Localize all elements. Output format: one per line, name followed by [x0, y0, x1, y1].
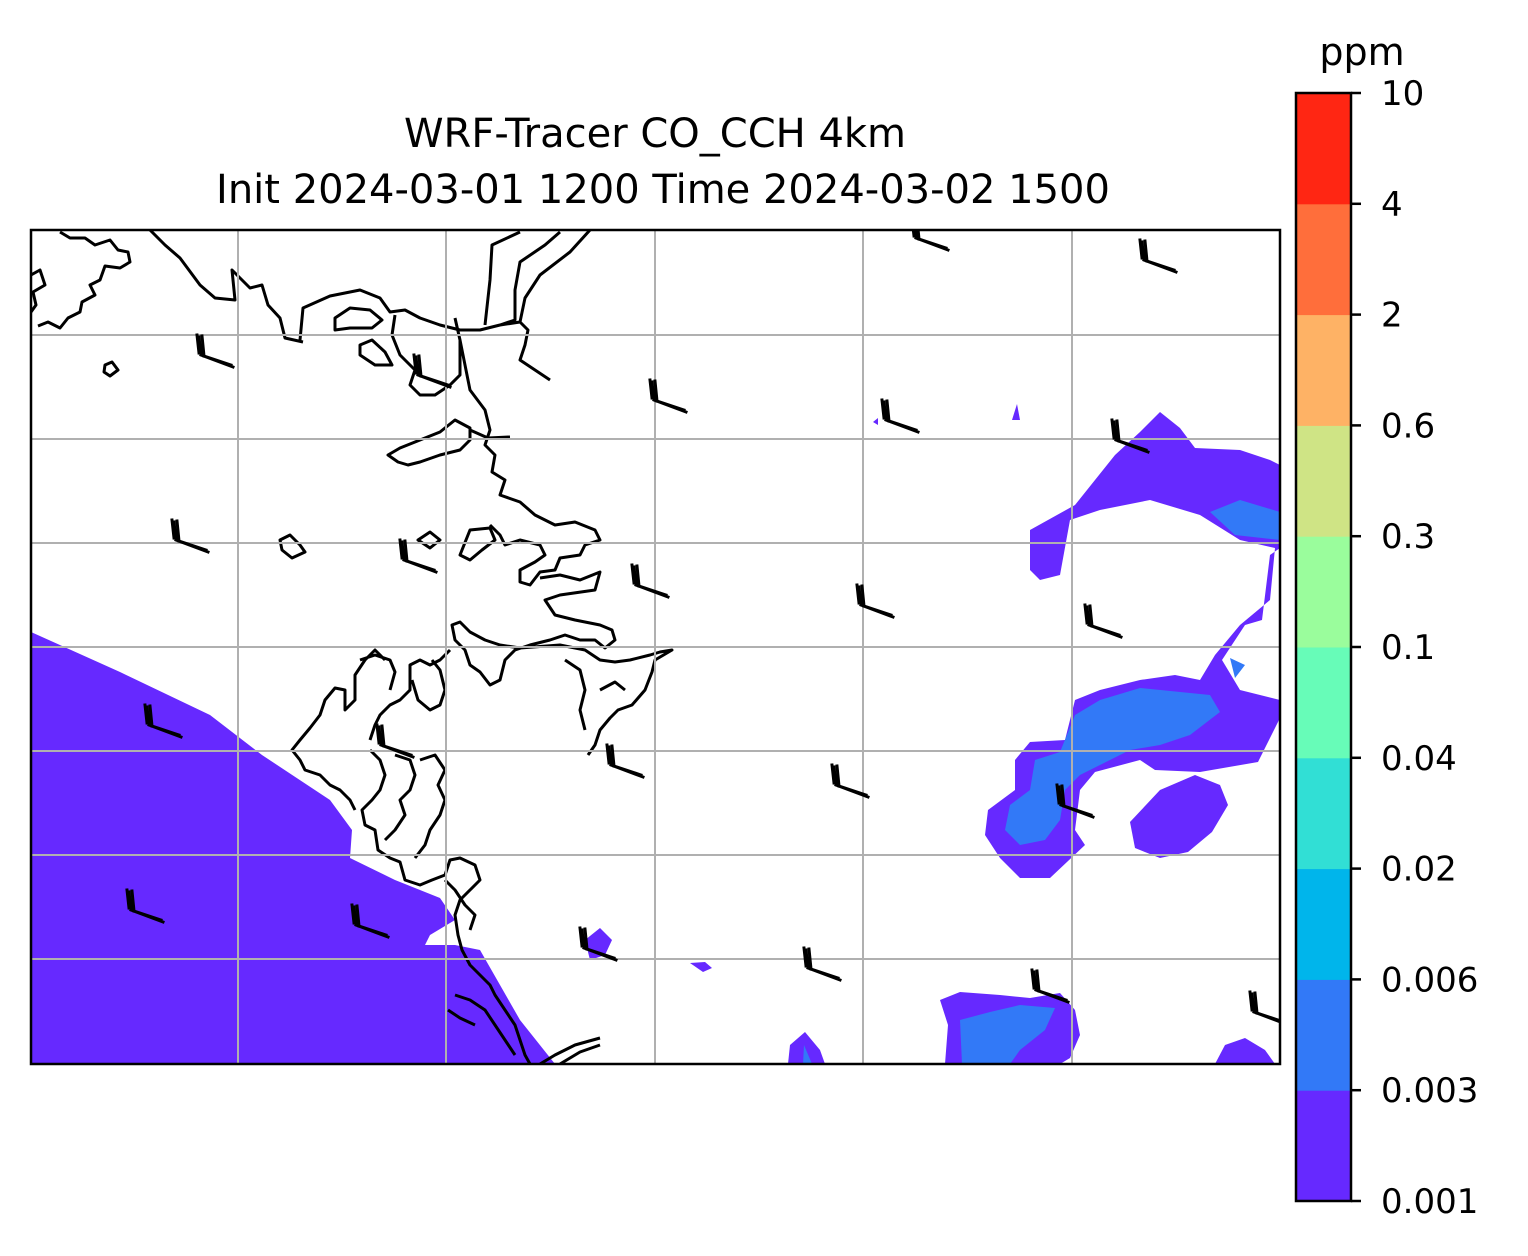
plume-small-2 [690, 962, 712, 972]
wind-barb [412, 353, 452, 389]
tracer-field [31, 404, 1280, 1064]
plume-small-5 [873, 418, 878, 425]
coastline-central-river [386, 314, 602, 587]
colorbar-swatch [1296, 425, 1351, 537]
wind-barb [1110, 418, 1150, 454]
colorbar-swatch [1296, 647, 1351, 759]
gridlines [31, 230, 1280, 1064]
colorbar-swatch [1296, 1090, 1351, 1202]
colorbar-swatch [1296, 979, 1351, 1091]
wind-barb [648, 378, 688, 414]
wind-barb [1030, 968, 1070, 1004]
wind-barbs [125, 230, 1280, 1024]
wind-barb [398, 538, 438, 574]
colorbar-tick-label: 0.6 [1381, 406, 1435, 446]
wind-barb [880, 398, 920, 434]
colorbar-swatch [1296, 203, 1351, 316]
plume-small-4 [1012, 404, 1020, 420]
colorbar-swatch [1296, 93, 1351, 205]
wind-barb [630, 563, 670, 599]
plume-southeast-blob [1215, 1038, 1275, 1064]
wind-barb [195, 333, 235, 369]
wind-barb [605, 743, 645, 779]
wind-barb [170, 518, 210, 554]
map-panel [29, 228, 1282, 1066]
wind-barb [802, 946, 842, 982]
colorbar-swatch [1296, 868, 1351, 980]
plume-south-core [960, 1005, 1055, 1064]
colorbar-unit-label: ppm [1319, 30, 1404, 74]
wind-barb [1055, 783, 1095, 819]
coastline-central-islands [102, 360, 497, 562]
colorbar: 0.001 0.003 0.006 0.02 0.04 0.1 0.3 0.6 2 4 10 ppm [1294, 30, 1478, 1222]
coastlines [31, 230, 674, 1064]
plume-east-blob [1130, 775, 1228, 858]
plume-east-core [1005, 688, 1220, 845]
colorbar-swatch [1296, 314, 1351, 426]
colorbar-swatch [1296, 757, 1351, 870]
colorbar-tick-label: 0.1 [1381, 628, 1435, 668]
colorbar-tick-label: 4 [1381, 185, 1403, 225]
wind-barb [375, 723, 415, 759]
wind-barb [911, 230, 950, 252]
colorbar-tick-label: 10 [1381, 74, 1424, 114]
plume-small-3-core [803, 1045, 812, 1064]
coastline-north-3 [333, 306, 394, 367]
title-line-2: Init 2024-03-01 1200 Time 2024-03-02 150… [216, 167, 1110, 213]
colorbar-swatch [1296, 536, 1351, 648]
wind-barb [830, 763, 870, 799]
colorbar-tick-label: 2 [1381, 296, 1403, 336]
colorbar-ticks: 0.001 0.003 0.006 0.02 0.04 0.1 0.3 0.6 2 4 10 [1351, 74, 1478, 1222]
wind-barb [578, 926, 618, 962]
wind-barb [1138, 238, 1178, 274]
colorbar-tick-label: 0.003 [1381, 1071, 1478, 1111]
plume-northeast-core [1210, 500, 1280, 540]
colorbar-swatches [1296, 93, 1351, 1202]
wind-barb [143, 703, 183, 739]
colorbar-tick-label: 0.001 [1381, 1182, 1478, 1222]
colorbar-tick-label: 0.04 [1381, 739, 1457, 779]
colorbar-tick-label: 0.006 [1381, 960, 1478, 1000]
title-line-1: WRF-Tracer CO_CCH 4km [404, 111, 906, 157]
wind-barb [1248, 990, 1280, 1024]
wind-barb [1083, 603, 1123, 639]
wind-barb [350, 903, 390, 939]
coastline-estuary-west [290, 648, 452, 811]
wind-barb [125, 888, 165, 924]
plume-small-3 [788, 1032, 825, 1064]
colorbar-tick-label: 0.3 [1381, 517, 1435, 557]
plume-southwest [31, 632, 555, 1064]
coastline-north-1 [31, 230, 132, 330]
colorbar-tick-label: 0.02 [1381, 850, 1457, 890]
map-frame [29, 228, 1282, 1066]
plume-east-core-2 [1230, 658, 1245, 678]
wind-barb [855, 583, 895, 619]
coastline-north-2 [148, 230, 592, 382]
